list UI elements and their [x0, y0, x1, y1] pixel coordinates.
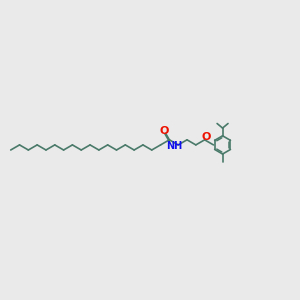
- Text: O: O: [159, 125, 169, 136]
- Text: NH: NH: [166, 141, 182, 151]
- Text: O: O: [202, 132, 211, 142]
